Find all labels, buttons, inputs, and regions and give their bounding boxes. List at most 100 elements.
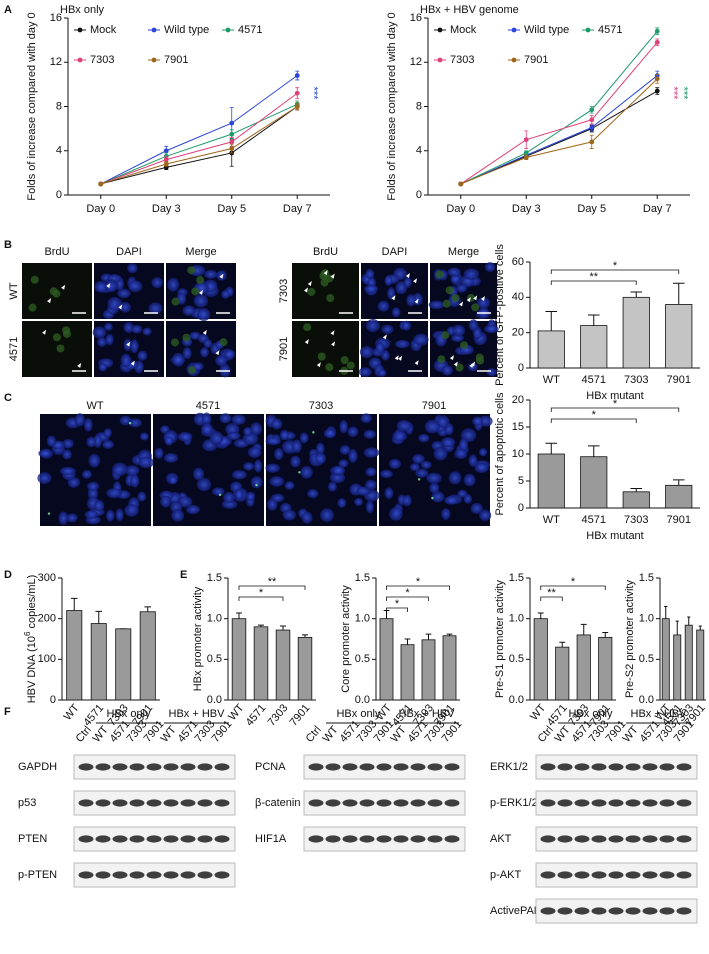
data-point: [589, 139, 595, 145]
blot-band: [659, 835, 675, 843]
y-tick-label: 1.5: [355, 572, 370, 584]
x-tick-label: WT: [543, 514, 560, 526]
green-signal: [170, 338, 179, 347]
blot-band: [540, 907, 556, 915]
nucleus: [484, 324, 499, 334]
blot-band: [676, 871, 692, 879]
column-header: WT: [86, 400, 103, 412]
green-signal: [451, 293, 460, 302]
legend-label: Mock: [90, 24, 117, 36]
y-tick-label: 8: [56, 100, 62, 112]
nucleus: [388, 458, 401, 469]
nucleus: [107, 296, 123, 311]
nucleus: [200, 347, 209, 358]
blot-band: [540, 835, 556, 843]
blot-band: [444, 799, 460, 807]
green-signal: [187, 266, 196, 275]
nucleus: [299, 432, 309, 444]
y-tick-label: 1.0: [355, 613, 370, 625]
bar: [400, 644, 415, 701]
nucleus: [459, 438, 469, 451]
green-signal: [307, 287, 316, 296]
nucleus: [363, 447, 380, 458]
y-tick-label: 0.0: [207, 694, 222, 706]
nucleus: [201, 422, 213, 436]
nucleus: [112, 462, 128, 476]
blot-band: [112, 799, 128, 807]
nucleus: [66, 513, 78, 523]
column-header: 7901: [422, 400, 446, 412]
blot-band: [180, 799, 196, 807]
blot-band: [342, 799, 358, 807]
significance-bracket: [540, 596, 563, 601]
legend-label: Mock: [450, 24, 477, 36]
micrograph: [166, 321, 236, 378]
error-bar: [545, 442, 558, 454]
nucleus: [120, 353, 132, 368]
arrowhead: [77, 362, 82, 368]
y-tick-label: 0.0: [639, 694, 654, 706]
channel-header: Merge: [185, 246, 216, 258]
green-signal: [303, 323, 312, 332]
green-signal: [417, 478, 421, 481]
blot-band: [376, 835, 392, 843]
nucleus: [142, 327, 152, 336]
blot-band: [676, 799, 692, 807]
blot-band: [308, 835, 324, 843]
arrowhead: [473, 295, 478, 301]
bar: [231, 618, 247, 701]
error-bar: [672, 282, 685, 305]
blot-band: [557, 871, 573, 879]
data-point: [294, 73, 300, 78]
arrowhead: [106, 282, 111, 288]
green-signal: [317, 352, 326, 361]
nucleus: [119, 415, 132, 426]
nucleus: [426, 472, 442, 484]
nucleus: [486, 368, 497, 377]
blot-band: [359, 799, 375, 807]
nucleus: [131, 324, 143, 334]
blot-band: [540, 763, 556, 771]
blot-band: [574, 835, 590, 843]
nucleus: [160, 495, 172, 508]
arrowhead: [304, 287, 309, 293]
arrowhead: [466, 297, 471, 303]
blot-band: [444, 835, 460, 843]
row-label: WT: [8, 282, 20, 299]
lane-label: WT: [91, 724, 111, 745]
y-tick-label: 0: [56, 189, 62, 201]
lane-label: 7901: [210, 718, 235, 744]
nucleus: [171, 352, 185, 367]
data-point: [654, 28, 660, 34]
nucleus: [130, 474, 140, 488]
nucleus: [470, 502, 483, 514]
blot-band: [557, 763, 573, 771]
nucleus: [37, 472, 52, 484]
arrowhead: [414, 360, 419, 366]
blot-band: [180, 871, 196, 879]
blot-band: [129, 763, 145, 771]
y-tick-label: 5: [518, 475, 524, 487]
arrowhead: [413, 278, 418, 284]
nucleus: [290, 455, 301, 468]
blot-band: [642, 763, 658, 771]
nucleus: [128, 280, 143, 293]
nucleus: [98, 363, 108, 372]
data-point: [163, 157, 169, 163]
blot-band: [591, 763, 607, 771]
significance-label: ***: [307, 87, 319, 101]
nucleus: [231, 470, 247, 480]
micrograph: [292, 263, 359, 319]
nucleus: [331, 465, 345, 476]
nucleus: [148, 302, 163, 315]
nucleus: [105, 333, 114, 346]
significance-label: *: [613, 398, 618, 410]
panel-label: F: [4, 706, 11, 718]
error-bar: [580, 623, 587, 635]
nucleus: [127, 263, 138, 274]
nucleus: [74, 413, 85, 427]
arrowhead: [331, 341, 336, 347]
legend-marker: [511, 27, 517, 33]
nucleus: [103, 428, 112, 438]
